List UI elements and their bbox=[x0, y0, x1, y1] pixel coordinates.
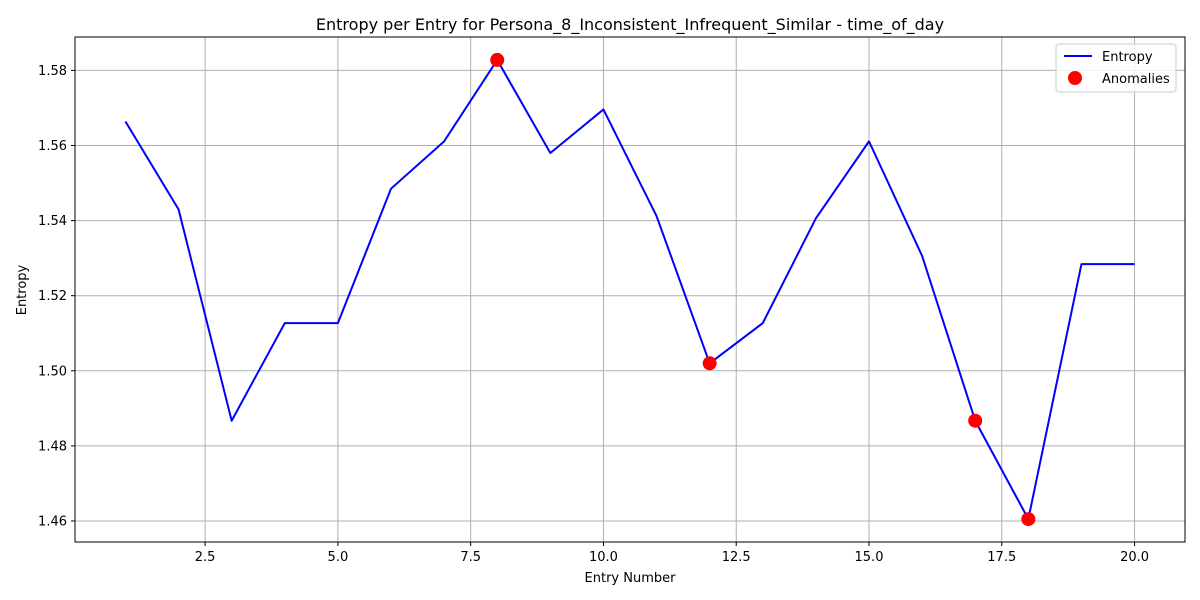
y-axis-title: Entropy bbox=[15, 264, 30, 315]
y-tick-label: 1.58 bbox=[38, 64, 67, 79]
y-tick-label: 1.46 bbox=[38, 514, 67, 529]
x-tick-label: 15.0 bbox=[855, 550, 884, 565]
x-tick-label: 5.0 bbox=[328, 550, 349, 565]
y-tick-label: 1.56 bbox=[38, 139, 67, 154]
x-tick-label: 10.0 bbox=[589, 550, 618, 565]
x-tick-label: 20.0 bbox=[1120, 550, 1149, 565]
chart-title: Entropy per Entry for Persona_8_Inconsis… bbox=[316, 15, 944, 35]
y-tick-label: 1.52 bbox=[38, 289, 67, 304]
anomaly-point bbox=[490, 52, 505, 67]
anomaly-point bbox=[1021, 512, 1036, 527]
x-axis-title: Entry Number bbox=[585, 571, 677, 586]
legend-entropy-label: Entropy bbox=[1102, 50, 1153, 65]
y-tick-label: 1.48 bbox=[38, 439, 67, 454]
x-tick-label: 12.5 bbox=[722, 550, 751, 565]
anomaly-point bbox=[968, 413, 983, 428]
x-tick-label: 2.5 bbox=[195, 550, 216, 565]
plot-area-frame bbox=[74, 36, 1186, 543]
legend-anomalies-label: Anomalies bbox=[1102, 72, 1170, 87]
ticks: 2.5 5.0 7.5 10.0 12.5 15.0 17.5 20.0 1.46 1.48 1.5… bbox=[38, 64, 1149, 565]
x-tick-label: 7.5 bbox=[460, 550, 481, 565]
entropy-line bbox=[124, 58, 1135, 521]
y-tick-label: 1.50 bbox=[38, 364, 67, 379]
y-tick-label: 1.54 bbox=[38, 214, 67, 229]
series-layer bbox=[124, 52, 1135, 527]
grid bbox=[75, 37, 1185, 542]
x-tick-label: 17.5 bbox=[987, 550, 1016, 565]
anomaly-point bbox=[702, 356, 717, 371]
legend-anomalies-swatch bbox=[1068, 71, 1082, 85]
legend: Entropy Anomalies bbox=[1055, 43, 1177, 93]
